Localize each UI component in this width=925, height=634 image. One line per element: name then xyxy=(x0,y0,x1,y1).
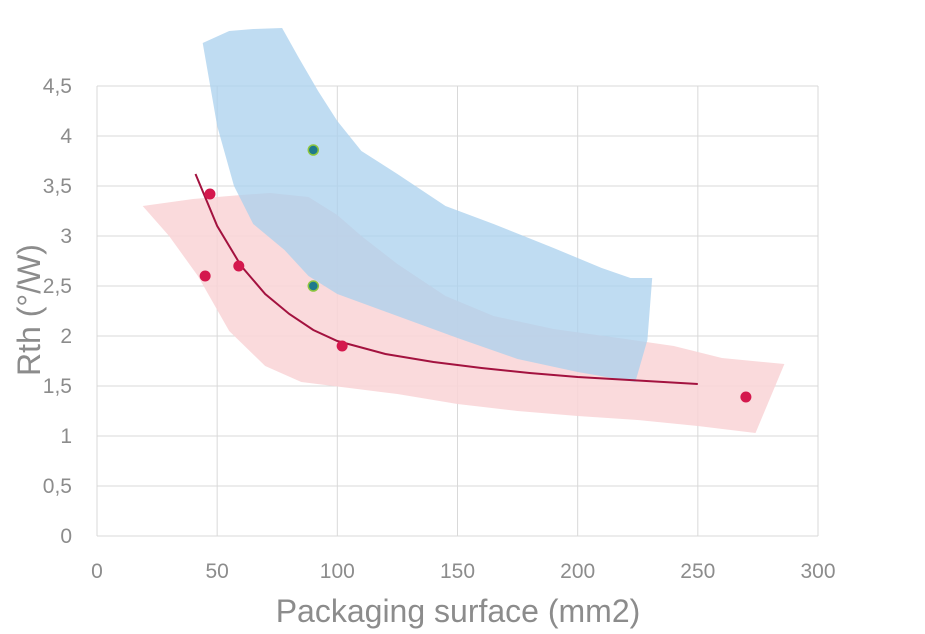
bands xyxy=(142,28,785,433)
y-tick-label: 0 xyxy=(60,525,72,548)
x-tick-labels: 0 50 100 150 200 250 300 xyxy=(91,560,835,583)
y-tick-label: 2 xyxy=(60,325,72,348)
red-data-point xyxy=(740,391,752,403)
x-tick-label: 200 xyxy=(560,560,595,583)
x-axis-title: Packaging surface (mm2) xyxy=(276,593,641,629)
y-tick-label: 4 xyxy=(60,125,72,148)
x-tick-label: 250 xyxy=(680,560,715,583)
x-tick-label: 150 xyxy=(440,560,475,583)
y-tick-label: 1,5 xyxy=(43,375,72,398)
y-tick-label: 3,5 xyxy=(43,175,72,198)
x-tick-label: 100 xyxy=(320,560,355,583)
blue-data-point xyxy=(307,280,320,292)
y-tick-label: 0,5 xyxy=(43,475,72,498)
red-data-point xyxy=(233,260,245,272)
red-data-point xyxy=(204,188,216,200)
x-tick-label: 300 xyxy=(800,560,835,583)
data-points xyxy=(199,144,752,403)
red-data-point xyxy=(199,270,211,282)
blue-band-area xyxy=(202,28,653,382)
x-tick-label: 0 xyxy=(91,560,103,583)
red-data-point xyxy=(336,340,348,352)
y-tick-label: 4,5 xyxy=(43,75,72,98)
trend-line xyxy=(194,173,698,385)
x-tick-label: 50 xyxy=(205,560,228,583)
y-tick-label: 3 xyxy=(60,225,72,248)
y-axis-title: Rth (°/W) xyxy=(11,244,47,376)
blue-data-point xyxy=(307,144,320,156)
y-tick-labels: 0 0,5 1 1,5 2 2,5 3 3,5 4 4,5 xyxy=(43,75,73,548)
y-tick-label: 1 xyxy=(60,425,72,448)
trend-lines xyxy=(194,173,698,385)
y-tick-label: 2,5 xyxy=(43,275,72,298)
